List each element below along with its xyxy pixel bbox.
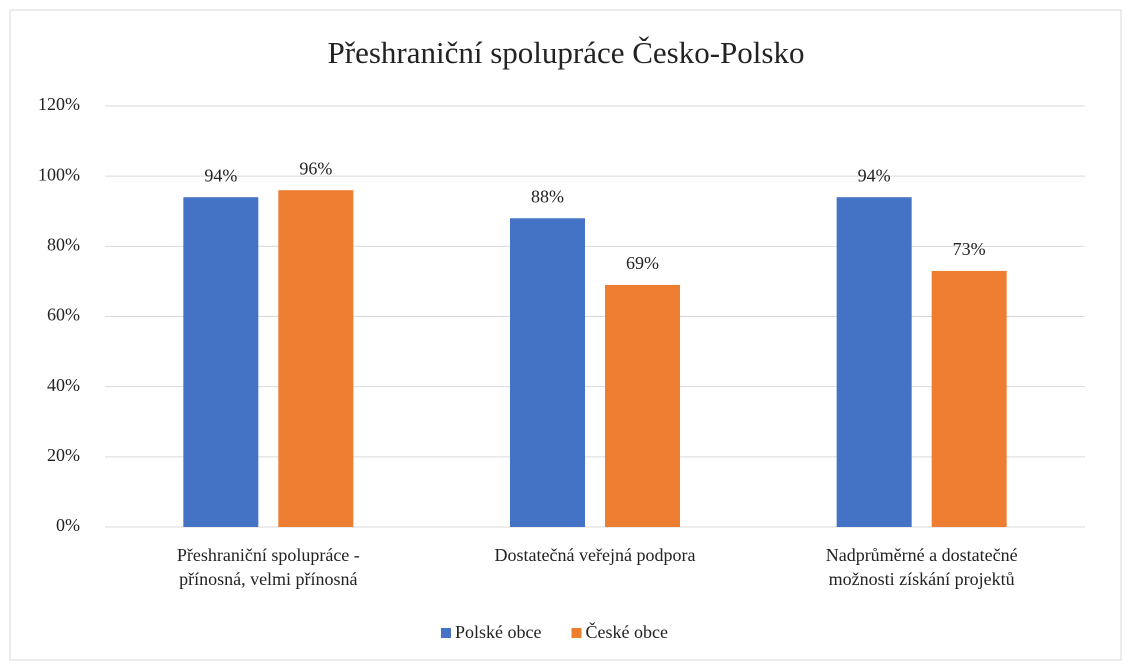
y-tick-label: 120% <box>38 94 80 114</box>
bar <box>605 284 680 527</box>
y-tick-label: 80% <box>47 234 80 254</box>
legend-label: České obce <box>585 621 667 642</box>
data-label: 96% <box>299 158 332 178</box>
y-tick-label: 0% <box>56 515 80 535</box>
y-tick-label: 20% <box>47 445 80 465</box>
legend-label: Polské obce <box>455 622 541 642</box>
bar <box>278 190 354 527</box>
y-tick-label: 40% <box>47 375 80 395</box>
data-label: 73% <box>953 239 986 259</box>
legend-swatch <box>571 628 582 638</box>
data-label: 94% <box>858 165 891 185</box>
data-label: 88% <box>531 186 564 206</box>
x-tick-label: Přeshraniční spolupráce - <box>177 545 360 565</box>
bar <box>183 197 259 527</box>
chart-title: Přeshraniční spolupráce Česko-Polsko <box>328 35 805 70</box>
x-tick-label: Dostatečná veřejná podpora <box>495 545 696 565</box>
bar <box>510 218 585 527</box>
x-tick-label: možnosti získání projektů <box>829 569 1015 589</box>
bar <box>931 270 1007 527</box>
legend-swatch <box>441 628 451 638</box>
x-tick-label: Nadprůměrné a dostatečné <box>826 545 1018 565</box>
x-tick-label: přínosná, velmi přínosná <box>179 569 357 589</box>
data-label: 94% <box>204 165 237 185</box>
data-label: 69% <box>626 253 659 273</box>
y-tick-label: 60% <box>47 305 80 325</box>
bar <box>836 197 912 527</box>
y-tick-label: 100% <box>38 164 80 184</box>
